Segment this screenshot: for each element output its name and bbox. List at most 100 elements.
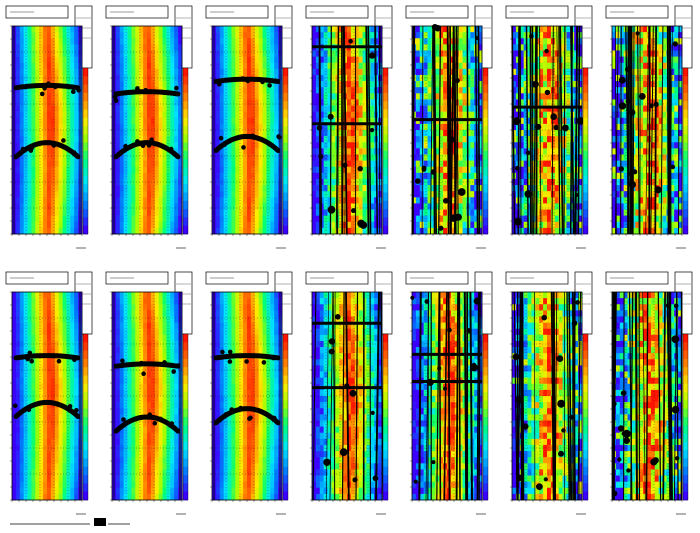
heatmap-cell: [62, 178, 67, 186]
colorbar-step: [83, 92, 88, 102]
heatmap-cell: [166, 136, 171, 143]
panel-title-box: [505, 5, 569, 19]
heatmap-cell: [312, 68, 317, 76]
heatmap-cell: [378, 111, 383, 119]
heatmap-cell: [450, 178, 456, 186]
heatmap-cell: [354, 130, 359, 137]
heatmap-cell: [123, 111, 128, 119]
heatmap-cell: [519, 221, 524, 229]
heatmap-cell: [70, 160, 75, 168]
panel-title-box: [605, 5, 669, 19]
heatmap-cell: [523, 166, 528, 174]
heatmap-cell: [158, 26, 163, 33]
heatmap-cell: [674, 215, 679, 223]
heatmap-cell: [347, 178, 352, 186]
heatmap-cell: [243, 105, 248, 112]
heatmap-cell: [654, 215, 659, 223]
heatmap-cell: [62, 130, 67, 137]
heatmap-cell: [539, 117, 544, 125]
heatmap-cell: [74, 130, 79, 137]
overlay-vertical: [474, 25, 479, 235]
heatmap-cell: [27, 68, 32, 76]
heatmap-cell: [74, 56, 79, 64]
heatmap-cell: [270, 123, 275, 131]
heatmap-cell: [215, 87, 221, 94]
heatmap-cell: [435, 68, 440, 76]
heatmap-cell: [619, 62, 624, 70]
heatmap-cell: [131, 99, 136, 106]
heatmap-cell: [39, 93, 44, 100]
heatmap-cell: [231, 203, 236, 210]
heatmap-cell: [19, 99, 24, 106]
heatmap-cell: [658, 74, 663, 82]
heatmap-cell: [415, 172, 421, 180]
heatmap-cell: [266, 209, 271, 216]
heatmap-cell: [347, 148, 352, 155]
heatmap-cell: [247, 44, 252, 51]
heatmap-cell: [554, 130, 559, 137]
heatmap-cell: [527, 62, 532, 70]
heatmap-cell: [439, 111, 444, 119]
heatmap-cell: [512, 81, 517, 88]
heatmap-cell: [23, 32, 28, 39]
heatmap-cell: [31, 191, 36, 198]
heatmap-cell: [527, 136, 532, 143]
heatmap-cell: [227, 44, 232, 51]
heatmap-cell: [462, 62, 467, 70]
heatmap-cell: [270, 203, 275, 210]
heatmap-cell: [658, 87, 663, 94]
heatmap-cell: [23, 26, 28, 33]
heatmap-cell: [358, 26, 363, 33]
heatmap-cell: [250, 111, 256, 119]
heatmap-cell: [458, 123, 463, 131]
heatmap-cell: [439, 191, 444, 198]
heatmap-cell: [247, 227, 252, 235]
heatmap-cell: [219, 62, 224, 70]
heatmap-cell: [39, 26, 44, 33]
heatmap-cell: [239, 148, 244, 155]
heatmap-cell: [362, 74, 367, 82]
heatmap-cell: [154, 209, 159, 216]
heatmap-cell: [354, 148, 359, 155]
heatmap-cell: [66, 215, 71, 223]
heatmap-cell: [274, 178, 279, 186]
heatmap-cell: [462, 166, 467, 174]
heatmap-cell: [58, 154, 63, 161]
heatmap-cell: [115, 38, 121, 45]
heatmap-cell: [119, 50, 124, 57]
overlay-dot: [443, 198, 449, 204]
heatmap-cell: [678, 203, 683, 210]
heatmap-cell: [466, 38, 471, 45]
heatmap-cell: [74, 62, 79, 70]
heatmap-cell: [378, 123, 383, 131]
heatmap-cell: [47, 44, 52, 51]
heatmap-cell: [443, 44, 448, 51]
heatmap-cell: [323, 215, 328, 223]
colorbar-step: [683, 84, 688, 94]
heatmap-cell: [674, 172, 679, 180]
colorbar-step: [683, 200, 688, 210]
heatmap-cell: [635, 227, 640, 235]
heatmap-cell: [135, 227, 140, 235]
heatmap-cell: [654, 130, 659, 137]
heatmap-cell: [370, 81, 375, 88]
heatmap-cell: [547, 123, 552, 131]
heatmap-cell: [39, 154, 44, 161]
heatmap-cell: [419, 81, 424, 88]
heatmap-cell: [312, 185, 317, 192]
colorbar-step: [483, 142, 488, 152]
heatmap-cell: [650, 209, 656, 216]
heatmap-cell: [623, 111, 628, 119]
heatmap-cell: [566, 93, 571, 100]
heatmap-cell: [23, 215, 28, 223]
overlay-dot: [553, 124, 559, 131]
overlay-vertical: [380, 25, 383, 235]
heatmap-cell: [235, 148, 240, 155]
heatmap-cell: [354, 154, 359, 161]
heatmap-cell: [74, 197, 79, 204]
heatmap-cell: [670, 172, 675, 180]
heatmap-cell: [266, 87, 271, 94]
heatmap-cell: [427, 154, 432, 161]
heatmap-cell: [127, 203, 132, 210]
heatmap-cell: [215, 68, 221, 76]
